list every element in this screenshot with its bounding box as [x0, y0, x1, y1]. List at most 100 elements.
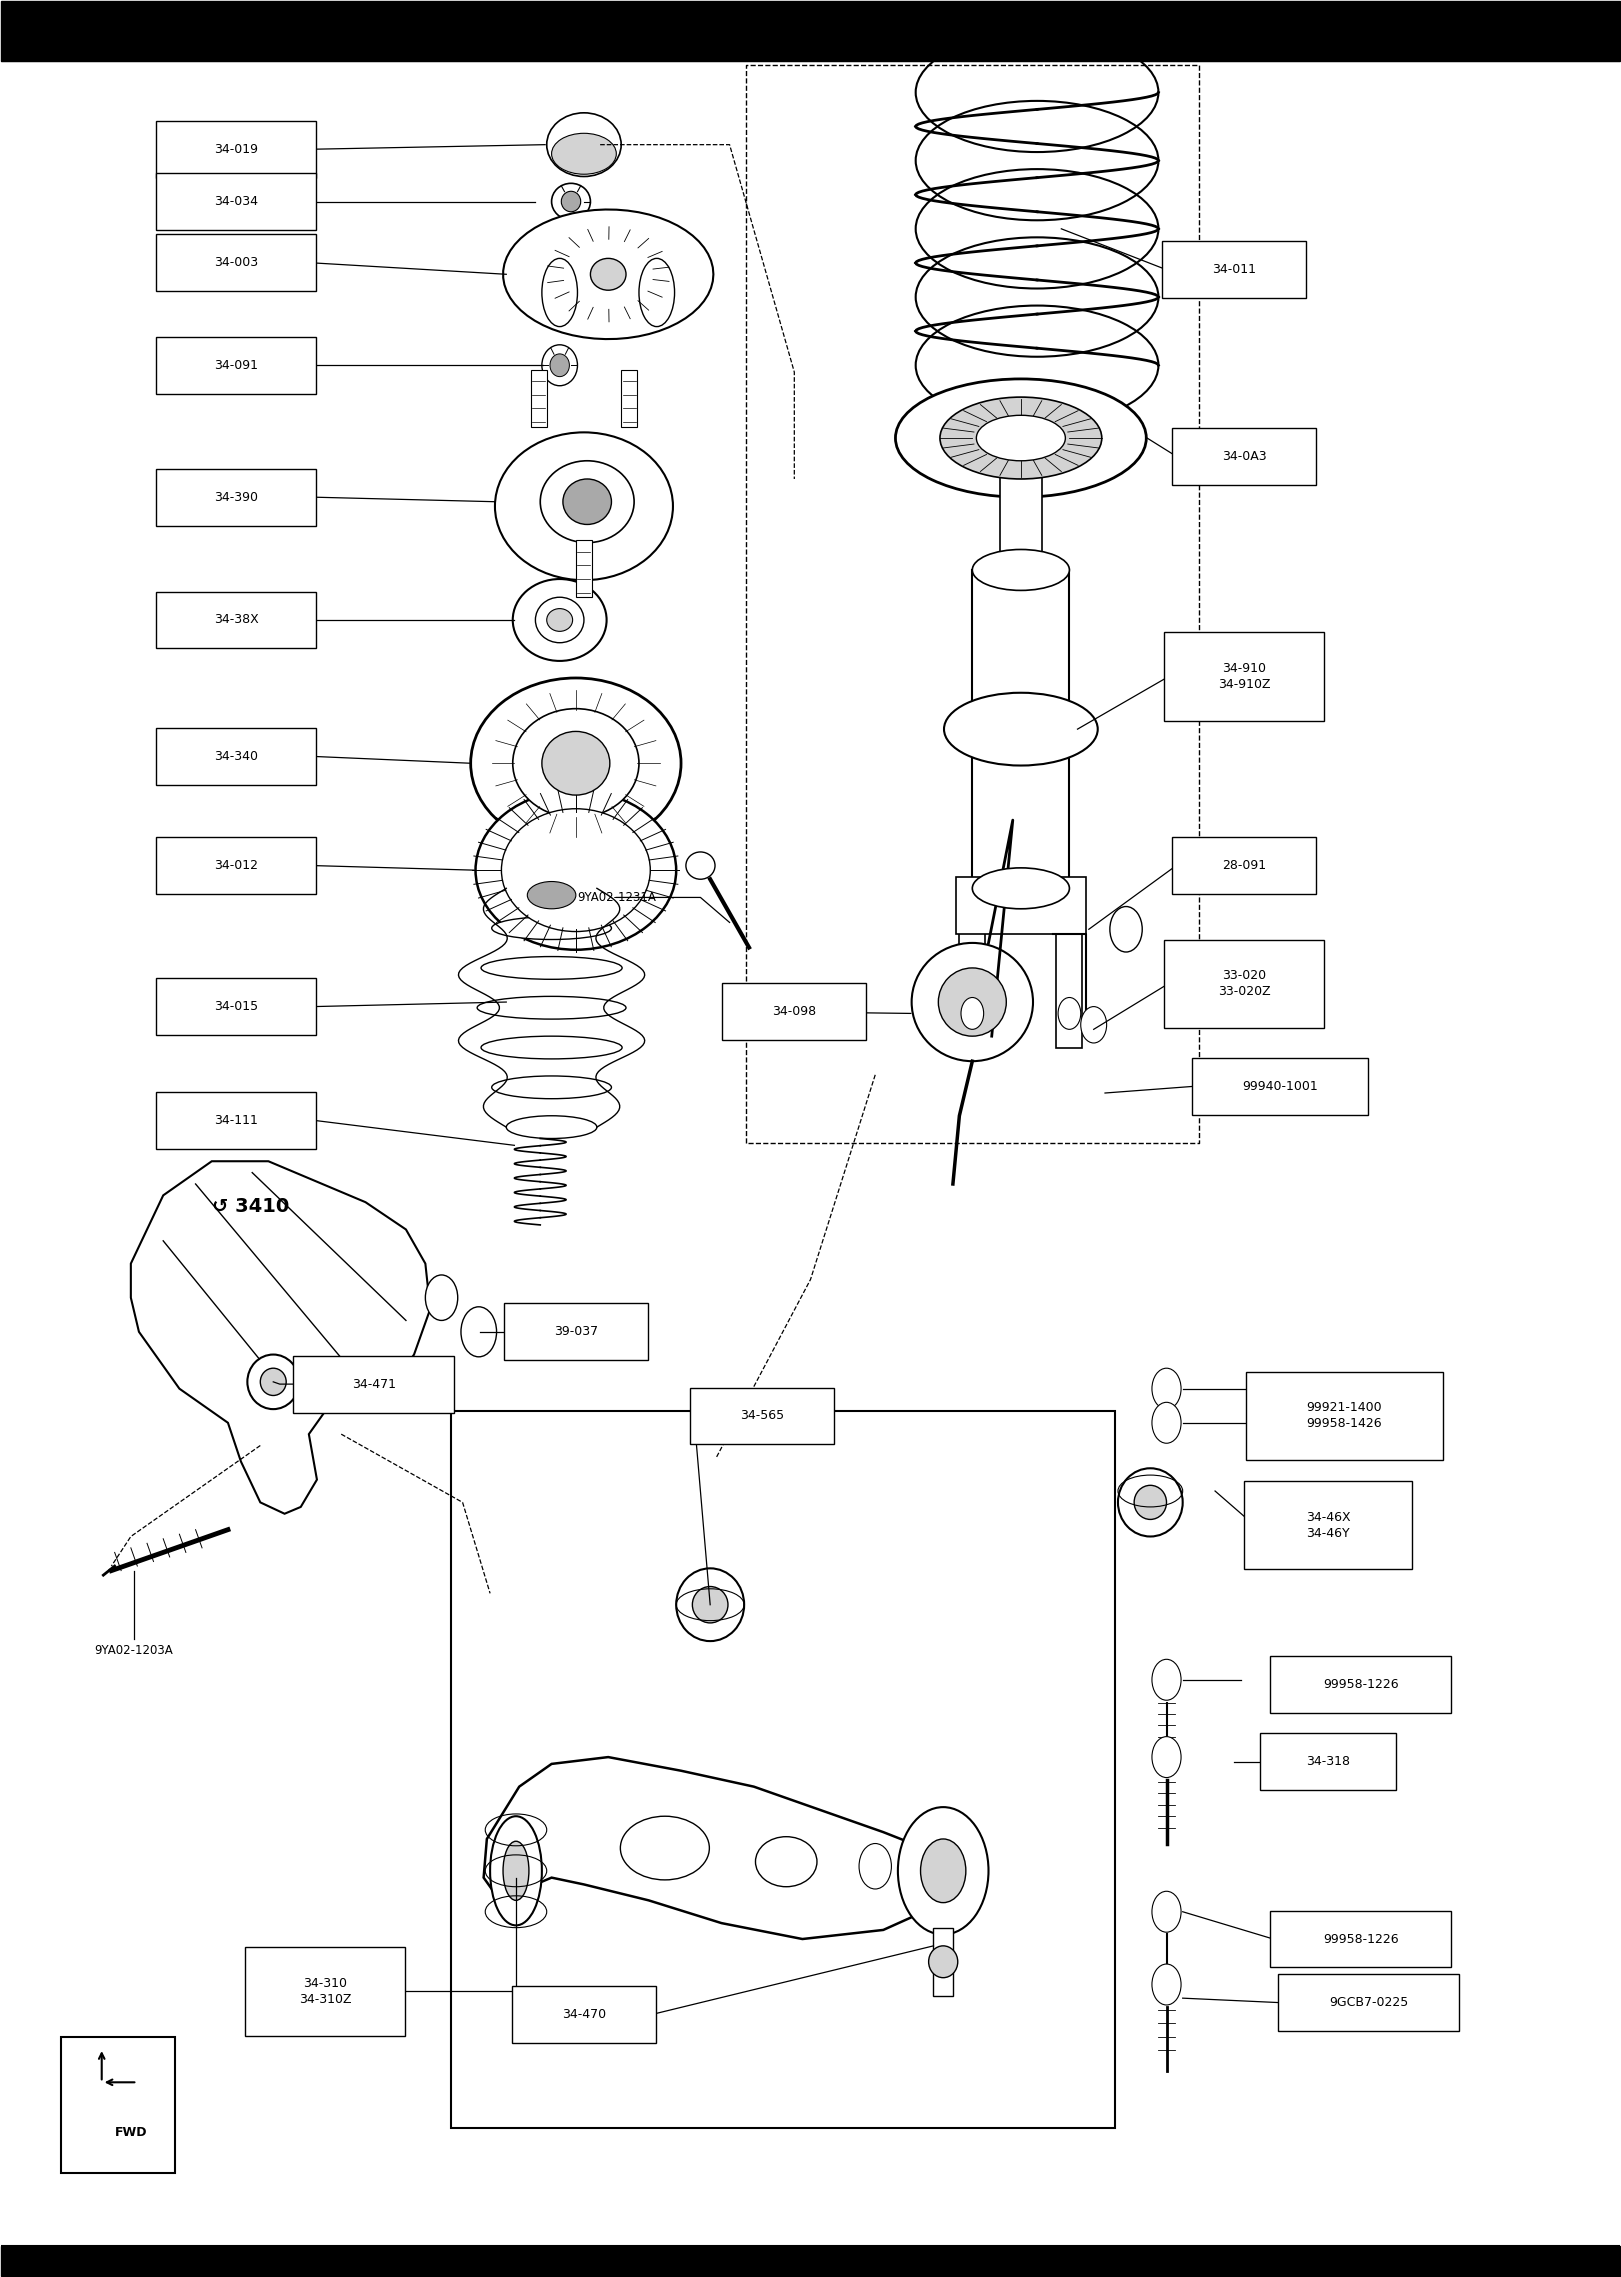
- Ellipse shape: [481, 956, 622, 979]
- Ellipse shape: [939, 968, 1007, 1036]
- FancyBboxPatch shape: [156, 979, 316, 1036]
- FancyBboxPatch shape: [691, 1387, 833, 1444]
- Text: 34-318: 34-318: [1307, 1756, 1350, 1769]
- Text: 34-310
34-310Z: 34-310 34-310Z: [298, 1976, 352, 2006]
- Circle shape: [859, 1844, 892, 1890]
- Text: 34-910
34-910Z: 34-910 34-910Z: [1217, 663, 1271, 692]
- Circle shape: [1153, 1965, 1182, 2006]
- Text: 34-012: 34-012: [214, 858, 258, 872]
- FancyBboxPatch shape: [156, 235, 316, 291]
- FancyBboxPatch shape: [293, 1355, 454, 1412]
- Ellipse shape: [477, 997, 626, 1020]
- Bar: [1000, 444, 1042, 569]
- Circle shape: [1153, 1737, 1182, 1778]
- FancyBboxPatch shape: [156, 173, 316, 230]
- Text: 34-091: 34-091: [214, 360, 258, 371]
- Text: 34-111: 34-111: [214, 1113, 258, 1127]
- Ellipse shape: [506, 1116, 597, 1138]
- FancyBboxPatch shape: [1245, 1480, 1412, 1569]
- Text: 34-0A3: 34-0A3: [1222, 451, 1266, 462]
- Ellipse shape: [546, 608, 572, 631]
- FancyBboxPatch shape: [723, 984, 866, 1041]
- Text: 28-091: 28-091: [1222, 858, 1266, 872]
- Ellipse shape: [541, 257, 577, 326]
- Text: 9YA02-1203A: 9YA02-1203A: [94, 1644, 173, 1658]
- Text: 34-470: 34-470: [562, 2008, 606, 2020]
- FancyBboxPatch shape: [156, 469, 316, 526]
- Ellipse shape: [491, 1077, 611, 1100]
- Ellipse shape: [911, 943, 1033, 1061]
- Ellipse shape: [621, 1817, 710, 1881]
- Text: 34-019: 34-019: [214, 143, 258, 155]
- FancyBboxPatch shape: [156, 592, 316, 649]
- Ellipse shape: [562, 478, 611, 524]
- Text: 34-471: 34-471: [352, 1378, 396, 1391]
- Polygon shape: [503, 209, 713, 339]
- Ellipse shape: [490, 1817, 541, 1926]
- Ellipse shape: [561, 191, 580, 212]
- Ellipse shape: [503, 1842, 528, 1901]
- Bar: [1057, 888, 1083, 1047]
- Bar: [934, 1929, 953, 1997]
- Text: 99958-1226: 99958-1226: [1323, 1678, 1399, 1692]
- FancyBboxPatch shape: [512, 1986, 657, 2042]
- FancyBboxPatch shape: [1191, 1059, 1368, 1116]
- Circle shape: [1059, 997, 1081, 1029]
- Text: FWD: FWD: [115, 2127, 148, 2138]
- Ellipse shape: [512, 708, 639, 817]
- FancyBboxPatch shape: [1271, 1910, 1451, 1967]
- FancyBboxPatch shape: [1164, 940, 1324, 1029]
- Ellipse shape: [481, 1036, 622, 1059]
- Circle shape: [425, 1275, 457, 1321]
- Ellipse shape: [512, 578, 606, 660]
- Ellipse shape: [541, 344, 577, 385]
- Ellipse shape: [1135, 1485, 1167, 1519]
- Ellipse shape: [686, 852, 715, 879]
- Bar: [956, 877, 1086, 934]
- Text: 34-340: 34-340: [214, 749, 258, 763]
- Text: 9GCB7-0225: 9GCB7-0225: [1329, 1997, 1409, 2008]
- Ellipse shape: [550, 353, 569, 376]
- Ellipse shape: [541, 731, 609, 795]
- Text: 99921-1400
99958-1426: 99921-1400 99958-1426: [1307, 1400, 1383, 1430]
- Bar: [2, 2, 1619, 61]
- FancyBboxPatch shape: [156, 1093, 316, 1148]
- Ellipse shape: [973, 868, 1070, 909]
- Text: 99958-1226: 99958-1226: [1323, 1933, 1399, 1945]
- Ellipse shape: [470, 679, 681, 849]
- Bar: [62, 2038, 175, 2172]
- Circle shape: [1153, 1660, 1182, 1701]
- Polygon shape: [131, 1161, 430, 1514]
- Ellipse shape: [943, 692, 1097, 765]
- Circle shape: [921, 1840, 966, 1904]
- Circle shape: [1153, 1403, 1182, 1444]
- Text: 34-003: 34-003: [214, 257, 258, 269]
- Text: 39-037: 39-037: [554, 1325, 598, 1339]
- Text: 9YA02-1231A: 9YA02-1231A: [577, 890, 657, 904]
- Text: 34-015: 34-015: [214, 1000, 258, 1013]
- Ellipse shape: [895, 378, 1146, 496]
- FancyBboxPatch shape: [1261, 1733, 1396, 1790]
- Ellipse shape: [929, 1947, 958, 1979]
- Text: 34-098: 34-098: [772, 1004, 817, 1018]
- Ellipse shape: [491, 918, 611, 940]
- Circle shape: [460, 1307, 496, 1357]
- FancyBboxPatch shape: [1172, 428, 1316, 485]
- Ellipse shape: [501, 808, 650, 931]
- Bar: [451, 1412, 1115, 2127]
- Text: 99940-1001: 99940-1001: [1242, 1079, 1318, 1093]
- Ellipse shape: [639, 257, 674, 326]
- Text: 34-011: 34-011: [1213, 264, 1256, 276]
- FancyBboxPatch shape: [1247, 1371, 1443, 1460]
- Circle shape: [1153, 1892, 1182, 1933]
- FancyBboxPatch shape: [1162, 241, 1307, 298]
- Text: 33-020
33-020Z: 33-020 33-020Z: [1217, 970, 1271, 997]
- Bar: [973, 569, 1070, 888]
- Circle shape: [898, 1808, 989, 1935]
- Ellipse shape: [676, 1569, 744, 1642]
- Circle shape: [1153, 1368, 1182, 1409]
- Ellipse shape: [475, 790, 676, 950]
- Ellipse shape: [692, 1587, 728, 1624]
- FancyBboxPatch shape: [1172, 838, 1316, 895]
- Ellipse shape: [755, 1838, 817, 1888]
